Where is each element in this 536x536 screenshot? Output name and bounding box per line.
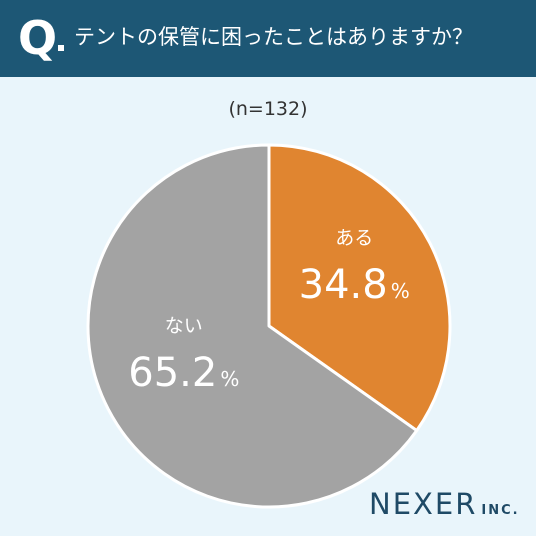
pie-slice-value-0: 34.8%	[299, 262, 410, 308]
brand-suffix: INC.	[481, 503, 520, 518]
brand-logo: NEXER INC.	[369, 487, 520, 521]
sample-size: (n=132)	[228, 98, 308, 120]
brand-name: NEXER	[369, 487, 478, 521]
question-text: テントの保管に困ったことはありますか？	[74, 25, 473, 49]
pie-slice-label-0: ある	[335, 227, 373, 249]
q-mark: Q	[18, 11, 58, 65]
q-mark-dot	[58, 45, 64, 51]
pie-slice-value-1: 65.2%	[128, 350, 239, 396]
pie-slice-label-1: ない	[165, 315, 203, 337]
pie-slice-1	[86, 143, 419, 509]
pie-slice-0	[267, 143, 452, 433]
question-header: Q テントの保管に困ったことはありますか？	[0, 0, 536, 77]
